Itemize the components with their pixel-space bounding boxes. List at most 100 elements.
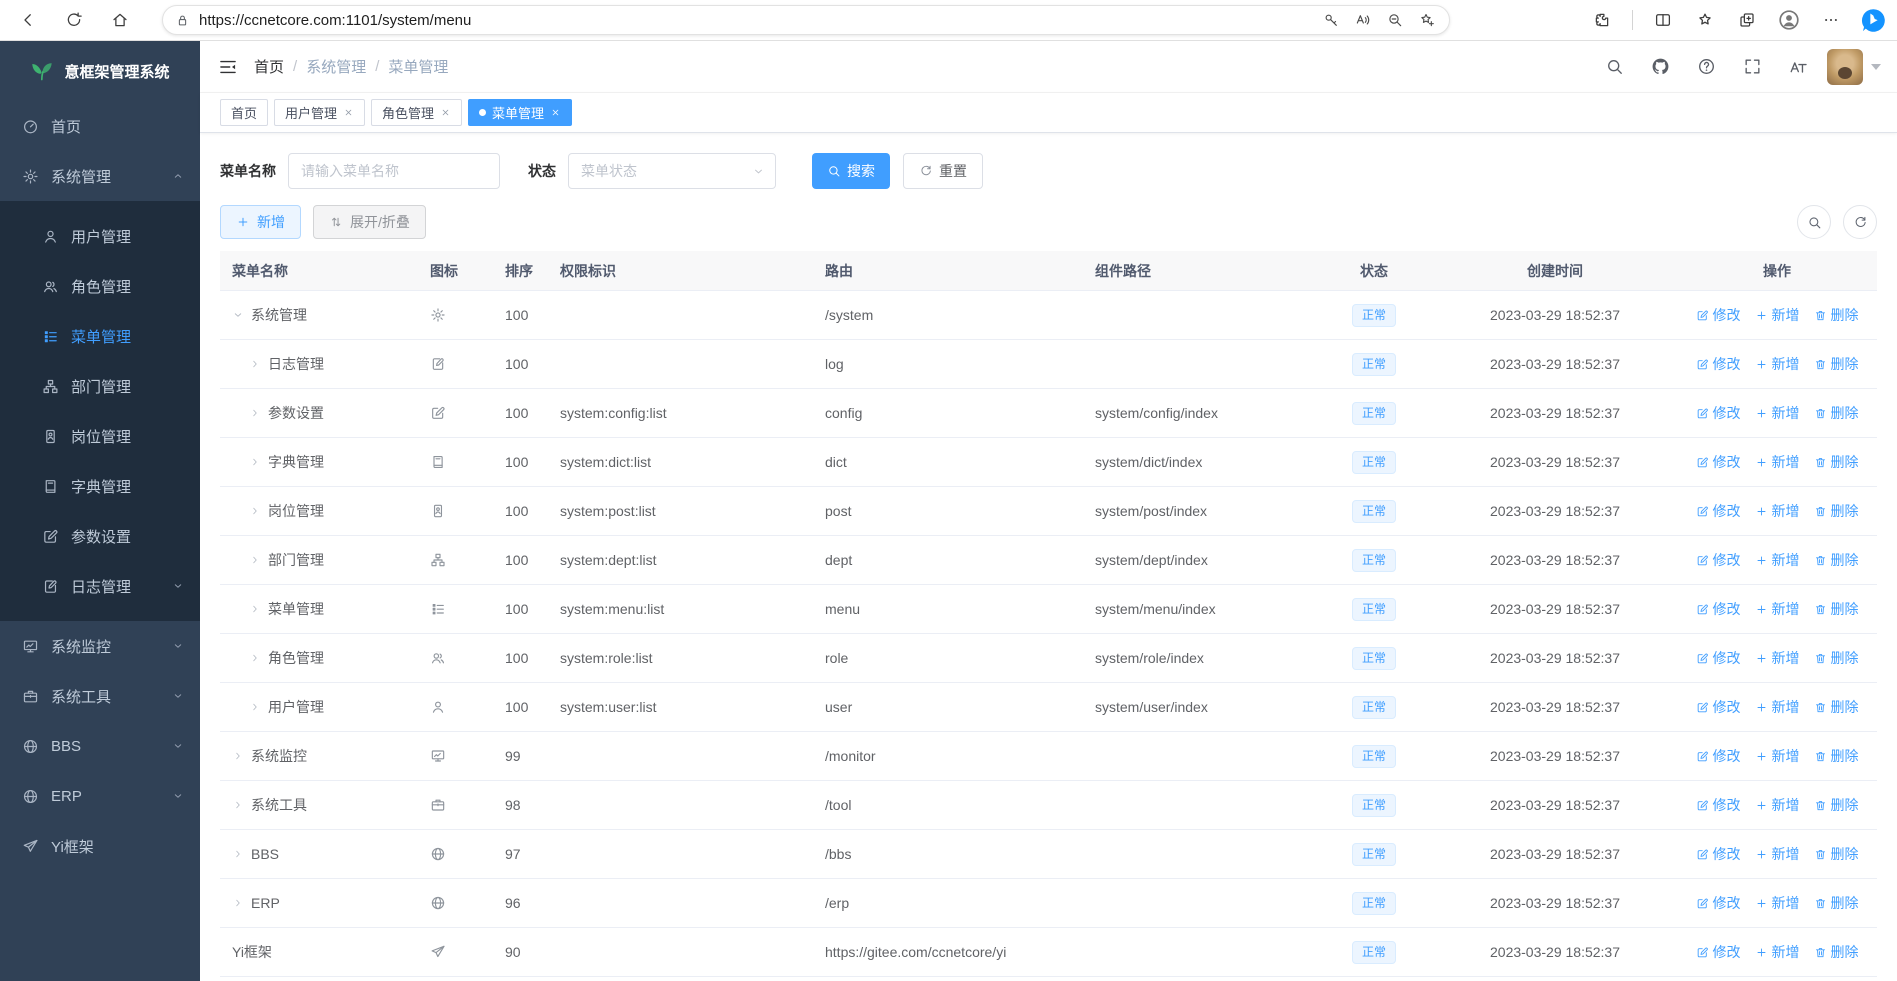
close-tab-icon[interactable] [343,107,354,118]
sidebar-item-用户管理[interactable]: 用户管理 [0,211,200,261]
delete-action-link[interactable]: 删除 [1814,599,1859,619]
add-button[interactable]: 新增 [220,205,301,239]
expand-row-icon[interactable] [249,554,261,566]
edit-action-link[interactable]: 修改 [1696,501,1741,521]
sidebar-fold-icon[interactable] [218,57,238,77]
edit-action-link[interactable]: 修改 [1696,795,1741,815]
add-action-link[interactable]: 新增 [1755,697,1800,717]
collections-button[interactable] [1731,4,1763,36]
collapse-row-icon[interactable] [232,309,244,321]
expand-row-icon[interactable] [232,750,244,762]
expand-row-icon[interactable] [249,358,261,370]
github-button[interactable] [1647,54,1673,80]
edit-action-link[interactable]: 修改 [1696,648,1741,668]
delete-action-link[interactable]: 删除 [1814,844,1859,864]
add-action-link[interactable]: 新增 [1755,501,1800,521]
zoom-out-button[interactable] [1381,7,1409,33]
menu-name-input[interactable] [288,153,500,189]
add-action-link[interactable]: 新增 [1755,795,1800,815]
breadcrumb-item-2[interactable]: 系统管理 [306,59,367,76]
delete-action-link[interactable]: 删除 [1814,550,1859,570]
delete-action-link[interactable]: 删除 [1814,501,1859,521]
sidebar-item-系统工具[interactable]: 系统工具 [0,671,200,721]
read-aloud-button[interactable] [1349,7,1377,33]
edit-action-link[interactable]: 修改 [1696,305,1741,325]
tab-角色管理[interactable]: 角色管理 [371,99,463,126]
favorite-add-button[interactable] [1413,7,1441,33]
bing-button[interactable] [1857,4,1889,36]
edit-action-link[interactable]: 修改 [1696,550,1741,570]
question-button[interactable] [1693,54,1719,80]
edit-action-link[interactable]: 修改 [1696,746,1741,766]
search-button[interactable] [1601,54,1627,80]
user-avatar[interactable] [1827,48,1863,85]
address-bar[interactable]: https://ccnetcore.com:1101/system/menu [162,5,1450,35]
tab-菜单管理[interactable]: 菜单管理 [468,99,573,126]
status-select[interactable]: 菜单状态 [568,153,776,189]
edit-action-link[interactable]: 修改 [1696,403,1741,423]
sidebar-item-BBS[interactable]: BBS [0,721,200,771]
edit-action-link[interactable]: 修改 [1696,354,1741,374]
delete-action-link[interactable]: 删除 [1814,893,1859,913]
sidebar-item-字典管理[interactable]: 字典管理 [0,461,200,511]
font-size-button[interactable] [1785,54,1811,80]
back-button[interactable] [12,4,44,36]
expand-row-icon[interactable] [249,505,261,517]
delete-action-link[interactable]: 删除 [1814,746,1859,766]
favorites-button[interactable] [1689,4,1721,36]
delete-action-link[interactable]: 删除 [1814,697,1859,717]
close-tab-icon[interactable] [550,107,561,118]
home-button[interactable] [104,4,136,36]
edit-action-link[interactable]: 修改 [1696,452,1741,472]
expand-row-icon[interactable] [249,456,261,468]
edit-action-link[interactable]: 修改 [1696,942,1741,962]
search-button[interactable]: 搜索 [812,153,890,189]
more-button[interactable] [1815,4,1847,36]
avatar-dropdown-caret[interactable] [1871,63,1881,70]
sidebar-item-系统管理[interactable]: 系统管理 [0,151,200,201]
search-circle-button[interactable] [1797,205,1831,239]
delete-action-link[interactable]: 删除 [1814,942,1859,962]
delete-action-link[interactable]: 删除 [1814,354,1859,374]
key-button[interactable] [1317,7,1345,33]
add-action-link[interactable]: 新增 [1755,648,1800,668]
sidebar-item-参数设置[interactable]: 参数设置 [0,511,200,561]
expand-row-icon[interactable] [249,701,261,713]
edit-action-link[interactable]: 修改 [1696,599,1741,619]
add-action-link[interactable]: 新增 [1755,354,1800,374]
refresh-circle-button[interactable] [1843,205,1877,239]
sidebar-item-日志管理[interactable]: 日志管理 [0,561,200,611]
delete-action-link[interactable]: 删除 [1814,795,1859,815]
delete-action-link[interactable]: 删除 [1814,648,1859,668]
reload-button[interactable] [58,4,90,36]
add-action-link[interactable]: 新增 [1755,403,1800,423]
add-action-link[interactable]: 新增 [1755,599,1800,619]
add-action-link[interactable]: 新增 [1755,893,1800,913]
split-screen-button[interactable] [1647,4,1679,36]
edit-action-link[interactable]: 修改 [1696,893,1741,913]
sidebar-item-首页[interactable]: 首页 [0,101,200,151]
sidebar-item-Yi框架[interactable]: Yi框架 [0,821,200,871]
app-logo[interactable]: 意框架管理系统 [0,41,200,101]
sidebar-item-系统监控[interactable]: 系统监控 [0,621,200,671]
breadcrumb-item-1[interactable]: 首页 [254,59,285,76]
expand-collapse-button[interactable]: 展开/折叠 [313,205,426,239]
tab-首页[interactable]: 首页 [220,99,269,126]
add-action-link[interactable]: 新增 [1755,305,1800,325]
expand-row-icon[interactable] [249,407,261,419]
extensions-button[interactable] [1586,4,1618,36]
profile-button[interactable] [1773,4,1805,36]
sidebar-item-岗位管理[interactable]: 岗位管理 [0,411,200,461]
add-action-link[interactable]: 新增 [1755,942,1800,962]
tab-用户管理[interactable]: 用户管理 [274,99,366,126]
delete-action-link[interactable]: 删除 [1814,452,1859,472]
close-tab-icon[interactable] [440,107,451,118]
fullscreen-button[interactable] [1739,54,1765,80]
add-action-link[interactable]: 新增 [1755,746,1800,766]
expand-row-icon[interactable] [249,652,261,664]
delete-action-link[interactable]: 删除 [1814,403,1859,423]
expand-row-icon[interactable] [232,799,244,811]
add-action-link[interactable]: 新增 [1755,452,1800,472]
expand-row-icon[interactable] [232,848,244,860]
expand-row-icon[interactable] [232,897,244,909]
